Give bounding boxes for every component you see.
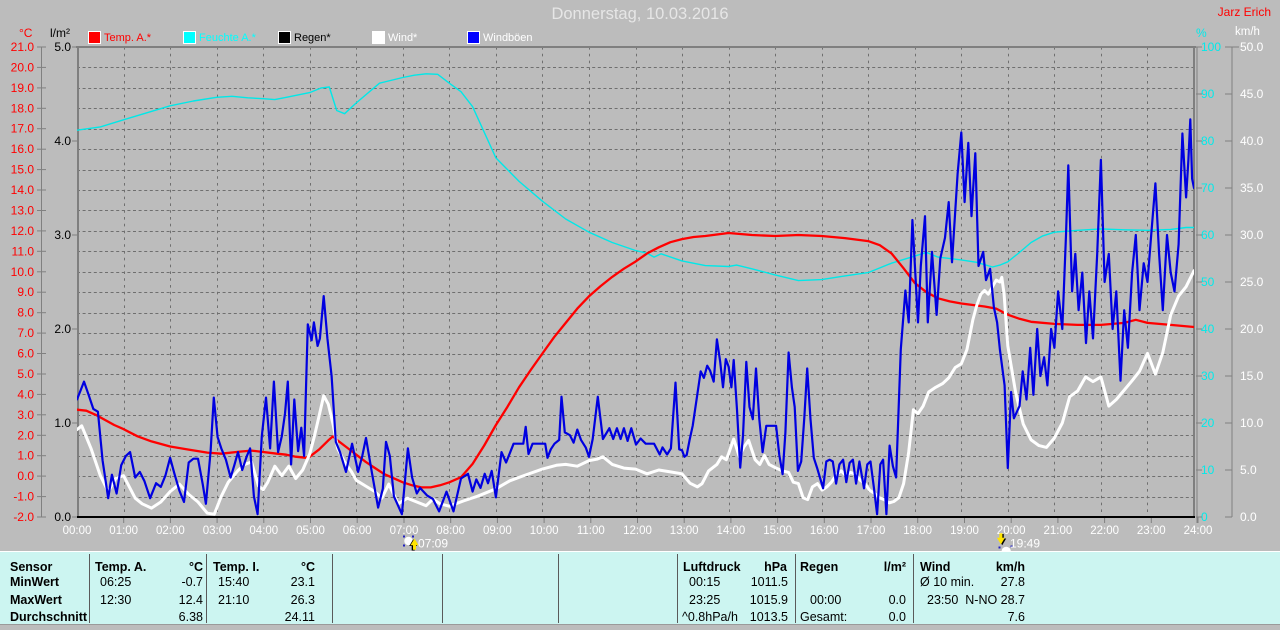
svg-text:15.0: 15.0 bbox=[1240, 369, 1264, 383]
svg-text:15.0: 15.0 bbox=[11, 163, 35, 177]
svg-text:5.0: 5.0 bbox=[1240, 463, 1257, 477]
svg-text:13:00: 13:00 bbox=[670, 525, 699, 537]
svg-text:05:00: 05:00 bbox=[296, 525, 325, 537]
svg-text:21.0: 21.0 bbox=[11, 40, 35, 54]
svg-text:12:00: 12:00 bbox=[623, 525, 652, 537]
svg-text:19.0: 19.0 bbox=[11, 81, 35, 95]
svg-text:6.0: 6.0 bbox=[17, 347, 34, 361]
svg-text:03:00: 03:00 bbox=[203, 525, 232, 537]
svg-text:60: 60 bbox=[1201, 228, 1215, 242]
svg-text:16.0: 16.0 bbox=[11, 142, 35, 156]
svg-text:80: 80 bbox=[1201, 134, 1215, 148]
svg-text:0.0: 0.0 bbox=[17, 469, 34, 483]
svg-text:3.0: 3.0 bbox=[54, 228, 71, 242]
svg-text:04:00: 04:00 bbox=[249, 525, 278, 537]
svg-text:17.0: 17.0 bbox=[11, 122, 35, 136]
svg-text:0.0: 0.0 bbox=[54, 510, 71, 524]
svg-text:24:00: 24:00 bbox=[1184, 525, 1213, 537]
svg-text:13.0: 13.0 bbox=[11, 204, 35, 218]
svg-text:12.0: 12.0 bbox=[11, 224, 35, 238]
svg-text:40: 40 bbox=[1201, 322, 1215, 336]
svg-text:10: 10 bbox=[1201, 463, 1215, 477]
svg-text:50: 50 bbox=[1201, 275, 1215, 289]
svg-text:21:00: 21:00 bbox=[1044, 525, 1073, 537]
svg-text:50.0: 50.0 bbox=[1240, 40, 1264, 54]
svg-text:20:00: 20:00 bbox=[997, 525, 1026, 537]
svg-text:5.0: 5.0 bbox=[17, 367, 34, 381]
svg-text:19:49: 19:49 bbox=[1010, 537, 1040, 551]
svg-text:00:00: 00:00 bbox=[63, 525, 92, 537]
svg-text:02:00: 02:00 bbox=[156, 525, 185, 537]
svg-text:90: 90 bbox=[1201, 87, 1215, 101]
svg-text:-2.0: -2.0 bbox=[13, 510, 34, 524]
svg-text:0: 0 bbox=[1201, 510, 1208, 524]
svg-text:1.0: 1.0 bbox=[17, 449, 34, 463]
svg-text:25.0: 25.0 bbox=[1240, 275, 1264, 289]
svg-text:23:00: 23:00 bbox=[1137, 525, 1166, 537]
svg-text:70: 70 bbox=[1201, 181, 1215, 195]
svg-text:10.0: 10.0 bbox=[1240, 416, 1264, 430]
svg-text:1.0: 1.0 bbox=[54, 416, 71, 430]
svg-text:5.0: 5.0 bbox=[54, 40, 71, 54]
svg-text:14:00: 14:00 bbox=[717, 525, 746, 537]
svg-text:100: 100 bbox=[1201, 40, 1221, 54]
svg-text:-1.0: -1.0 bbox=[13, 490, 34, 504]
svg-text:16:00: 16:00 bbox=[810, 525, 839, 537]
svg-text:17:00: 17:00 bbox=[857, 525, 886, 537]
svg-text:4.0: 4.0 bbox=[17, 387, 34, 401]
svg-text:40.0: 40.0 bbox=[1240, 134, 1264, 148]
svg-text:7.0: 7.0 bbox=[17, 326, 34, 340]
svg-text:14.0: 14.0 bbox=[11, 183, 35, 197]
svg-text:07:00: 07:00 bbox=[390, 525, 419, 537]
svg-text:18:00: 18:00 bbox=[903, 525, 932, 537]
svg-text:2.0: 2.0 bbox=[17, 428, 34, 442]
svg-text:10:00: 10:00 bbox=[530, 525, 559, 537]
svg-text:9.0: 9.0 bbox=[17, 285, 34, 299]
svg-text:01:00: 01:00 bbox=[109, 525, 138, 537]
svg-text:07:09: 07:09 bbox=[418, 537, 448, 551]
svg-text:8.0: 8.0 bbox=[17, 306, 34, 320]
svg-text:18.0: 18.0 bbox=[11, 101, 35, 115]
svg-text:30.0: 30.0 bbox=[1240, 228, 1264, 242]
svg-text:22:00: 22:00 bbox=[1090, 525, 1119, 537]
svg-text:35.0: 35.0 bbox=[1240, 181, 1264, 195]
svg-text:0.0: 0.0 bbox=[1240, 510, 1257, 524]
svg-text:3.0: 3.0 bbox=[17, 408, 34, 422]
svg-text:08:00: 08:00 bbox=[436, 525, 465, 537]
svg-text:20.0: 20.0 bbox=[11, 60, 35, 74]
svg-text:11.0: 11.0 bbox=[12, 244, 35, 258]
svg-text:09:00: 09:00 bbox=[483, 525, 512, 537]
svg-text:11:00: 11:00 bbox=[577, 525, 605, 537]
svg-text:20: 20 bbox=[1201, 416, 1215, 430]
svg-text:45.0: 45.0 bbox=[1240, 87, 1264, 101]
svg-text:30: 30 bbox=[1201, 369, 1215, 383]
svg-text:20.0: 20.0 bbox=[1240, 322, 1264, 336]
svg-text:4.0: 4.0 bbox=[54, 134, 71, 148]
svg-text:06:00: 06:00 bbox=[343, 525, 372, 537]
svg-text:2.0: 2.0 bbox=[54, 322, 71, 336]
svg-text:10.0: 10.0 bbox=[11, 265, 35, 279]
svg-text:15:00: 15:00 bbox=[763, 525, 792, 537]
svg-text:19:00: 19:00 bbox=[950, 525, 979, 537]
